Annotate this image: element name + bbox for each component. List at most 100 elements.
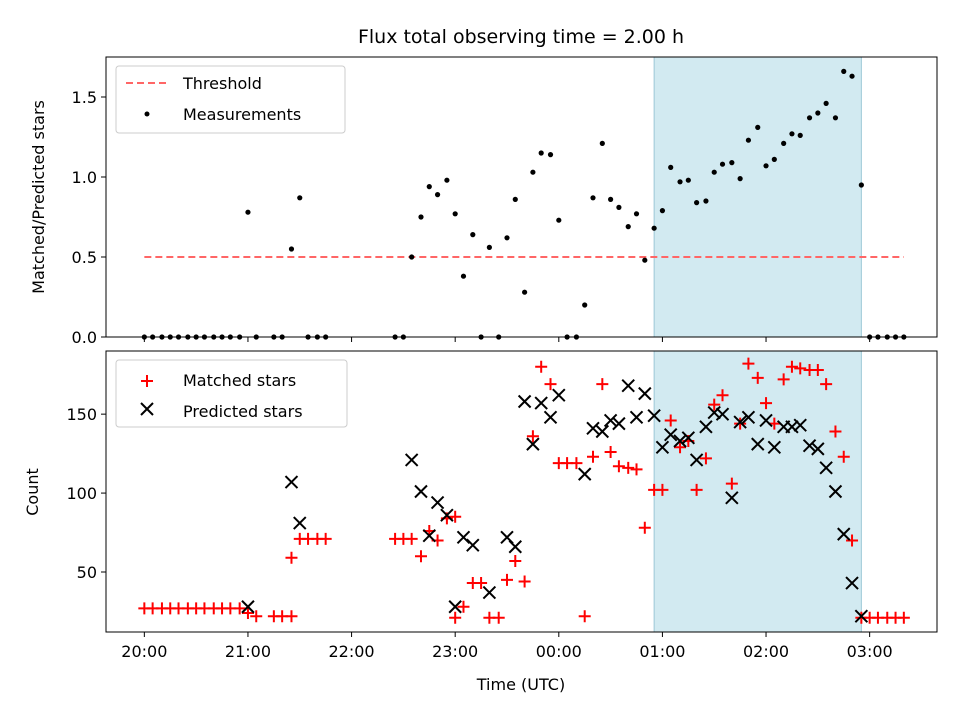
measurement-point (452, 211, 458, 217)
matched-stars-points (138, 357, 910, 624)
measurement-point (771, 156, 777, 162)
top-legend: Threshold Measurements (115, 65, 346, 134)
predicted-star-point (793, 418, 807, 432)
measurement-point (659, 208, 666, 214)
matched-star-point (612, 460, 625, 473)
measurement-point (711, 169, 717, 175)
matched-star-point (250, 610, 263, 623)
matched-star-point (820, 378, 833, 391)
highlight-span-rect (653, 350, 862, 633)
measurement-point (486, 244, 492, 250)
measurement-point (755, 124, 761, 130)
bottom-legend: Matched stars Predicted stars (115, 359, 348, 428)
matched-star-point (846, 534, 859, 547)
measurement-point (409, 254, 415, 260)
matched-star-point (674, 441, 687, 454)
predicted-star-point (819, 461, 833, 475)
predicted-stars-points (241, 379, 869, 623)
measurement-point (642, 257, 648, 263)
predicted-star-point (552, 388, 566, 402)
measurement-point (677, 179, 683, 185)
matched-star-point (285, 551, 298, 564)
measurement-point (418, 214, 424, 220)
bottom-x-tick-label: 00:00 (536, 642, 582, 661)
predicted-star-point (577, 467, 592, 481)
measurement-point (841, 68, 847, 74)
predicted-star-point (284, 475, 299, 489)
predicted-star-point (854, 609, 869, 623)
matched-star-point (604, 446, 617, 459)
measurement-point (806, 115, 813, 121)
matched-star-point (586, 450, 599, 463)
matched-star-point (509, 554, 522, 567)
predicted-star-point (621, 379, 635, 393)
predicted-star-point (517, 394, 532, 409)
measurement-point (590, 195, 596, 201)
matched-star-point (500, 573, 513, 586)
measurement-point (625, 224, 631, 230)
measurement-point (504, 235, 510, 241)
matched-star-point (457, 600, 470, 613)
matched-star-point (578, 610, 591, 623)
measurement-point (547, 152, 554, 158)
predicted-star-point (638, 386, 652, 401)
matched-star-point (233, 602, 246, 615)
legend-predicted-swatch (140, 402, 154, 416)
bottom-x-tick-label: 21:00 (225, 642, 271, 661)
measurement-point (729, 160, 735, 166)
measurement-point (703, 198, 709, 204)
measurement-point (685, 177, 691, 183)
bottom-y-tick-label: 50 (77, 563, 97, 582)
measurement-point (763, 163, 769, 169)
measurement-point (530, 169, 536, 175)
matched-star-point (794, 362, 807, 375)
predicted-star-point (767, 440, 782, 455)
measurement-point (633, 211, 640, 217)
bottom-y-tick-label: 150 (66, 405, 97, 424)
measurement-point (434, 192, 441, 198)
legend-measurements-label: Measurements (183, 105, 301, 124)
measurement-point (556, 217, 562, 223)
predicted-star-point (629, 410, 644, 425)
measurement-point (668, 164, 674, 170)
matched-star-point (622, 461, 635, 474)
predicted-star-point (414, 484, 428, 499)
matched-star-point (699, 452, 712, 465)
measurement-point (470, 232, 476, 238)
predicted-star-point (759, 413, 773, 428)
matched-star-point (829, 425, 842, 438)
predicted-star-point (655, 440, 670, 455)
matched-star-point (630, 463, 643, 476)
measurement-point (288, 246, 295, 252)
matched-star-point (725, 477, 738, 490)
measurement-point (737, 176, 743, 182)
bottom-axes-frame (105, 350, 938, 633)
bottom-panel: 20:00 21:00 22:00 23:00 00:00 01:00 02:00 03:00… (23, 350, 938, 694)
highlight-span-rect (653, 56, 862, 338)
measurement-point (745, 137, 752, 143)
measurement-point (849, 73, 855, 79)
matched-star-point (656, 483, 669, 496)
matched-star-point (897, 611, 910, 624)
predicted-star-point (543, 410, 558, 425)
predicted-star-point (440, 508, 454, 522)
bottom-x-tick-label: 03:00 (847, 642, 893, 661)
measurement-point (823, 100, 829, 106)
measurement-point (426, 184, 432, 190)
matched-star-point (751, 371, 764, 384)
matched-star-point (570, 457, 583, 470)
bottom-y-axis-label: Count (23, 468, 42, 516)
measurement-point (608, 196, 614, 202)
matched-star-point (449, 611, 462, 624)
bottom-x-tick-label: 01:00 (639, 642, 685, 661)
top-x-ticks (143, 337, 871, 342)
matched-star-point (535, 360, 548, 373)
matched-star-point (811, 363, 824, 376)
predicted-star-point (725, 491, 739, 505)
bottom-x-tick-label: 02:00 (743, 642, 789, 661)
legend-predicted-label: Predicted stars (183, 402, 303, 421)
predicted-star-point (422, 528, 436, 543)
predicted-star-point (647, 409, 661, 423)
matched-star-point (526, 430, 539, 443)
